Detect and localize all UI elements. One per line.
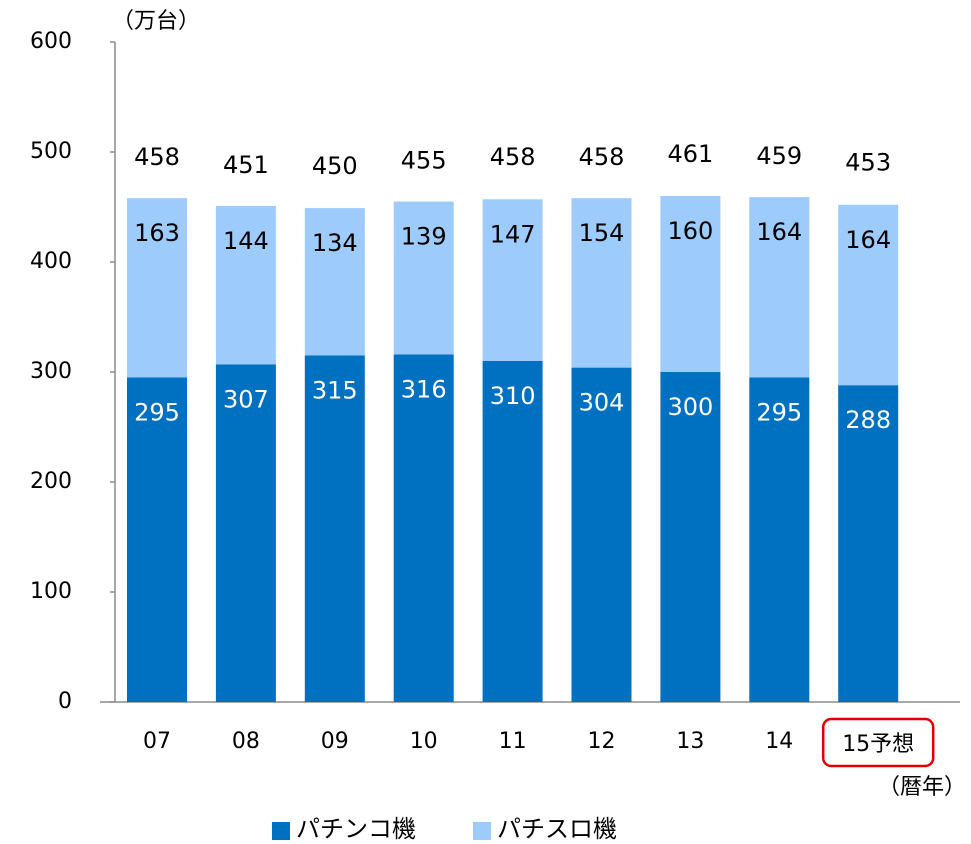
bar-segment: [571, 198, 632, 368]
total-label: 461: [667, 140, 713, 168]
data-label: 147: [490, 220, 536, 248]
total-label: 458: [579, 143, 625, 171]
data-label: 304: [579, 389, 625, 417]
x-tick-label: 10: [410, 729, 438, 754]
x-tick-label: 08: [232, 729, 260, 754]
bar-segment: [127, 198, 187, 378]
data-label: 300: [667, 393, 713, 421]
x-axis-label: （暦年）: [878, 775, 966, 800]
bar-segment: [304, 355, 365, 702]
bar-segment: [482, 199, 543, 361]
bar-segment: [571, 367, 632, 702]
total-label: 455: [401, 147, 447, 175]
y-tick-label: 0: [58, 689, 72, 714]
bar-segment: [304, 208, 365, 356]
total-label: 453: [845, 149, 891, 177]
data-label: 154: [579, 219, 625, 247]
bar-segment: [215, 205, 276, 365]
legend-label: パチスロ機: [497, 815, 617, 843]
data-label: 134: [312, 229, 358, 257]
total-label: 459: [756, 142, 802, 170]
data-label: 144: [223, 227, 269, 255]
x-tick-label: 14: [765, 729, 793, 754]
legend-swatch: [272, 822, 290, 840]
bar-segment: [215, 364, 276, 702]
y-tick-label: 200: [30, 469, 72, 494]
data-label: 163: [134, 219, 180, 247]
y-tick-label: 600: [30, 29, 72, 54]
total-label: 450: [312, 152, 358, 180]
y-tick-label: 300: [30, 359, 72, 384]
x-tick-label: 13: [676, 729, 704, 754]
bar-segment: [660, 372, 721, 702]
bar-segment: [749, 197, 810, 378]
data-label: 310: [490, 382, 536, 410]
data-label: 160: [667, 217, 713, 245]
data-label: 307: [223, 385, 269, 413]
total-label: 451: [223, 151, 269, 179]
x-tick-label: 07: [143, 729, 171, 754]
data-label: 139: [401, 223, 447, 251]
x-tick-label: 15予想: [842, 732, 914, 757]
bar-segment: [482, 361, 543, 702]
y-tick-label: 500: [30, 139, 72, 164]
bar-segment: [749, 377, 810, 702]
bar-segment: [838, 385, 899, 702]
bar-segment: [127, 377, 187, 702]
x-tick-label: 12: [588, 729, 616, 754]
data-label: 288: [845, 406, 891, 434]
legend-swatch: [473, 822, 491, 840]
data-label: 316: [401, 375, 447, 403]
data-label: 315: [312, 377, 358, 405]
x-tick-label: 09: [321, 729, 349, 754]
bar-segment: [393, 201, 454, 355]
y-tick-label: 100: [30, 579, 72, 604]
bar-segment: [838, 204, 899, 386]
data-label: 164: [845, 226, 891, 254]
total-label: 458: [490, 143, 536, 171]
x-tick-label: 11: [499, 729, 527, 754]
y-tick-label: 400: [30, 249, 72, 274]
bar-segment: [660, 196, 721, 372]
legend-label: パチンコ機: [296, 815, 416, 843]
data-label: 295: [134, 399, 180, 427]
data-label: 164: [756, 218, 802, 246]
bar-segment: [393, 354, 454, 702]
total-label: 458: [134, 143, 180, 171]
highlight-box: [821, 717, 935, 768]
y-axis-label: （万台）: [112, 9, 200, 34]
data-label: 295: [756, 399, 802, 427]
